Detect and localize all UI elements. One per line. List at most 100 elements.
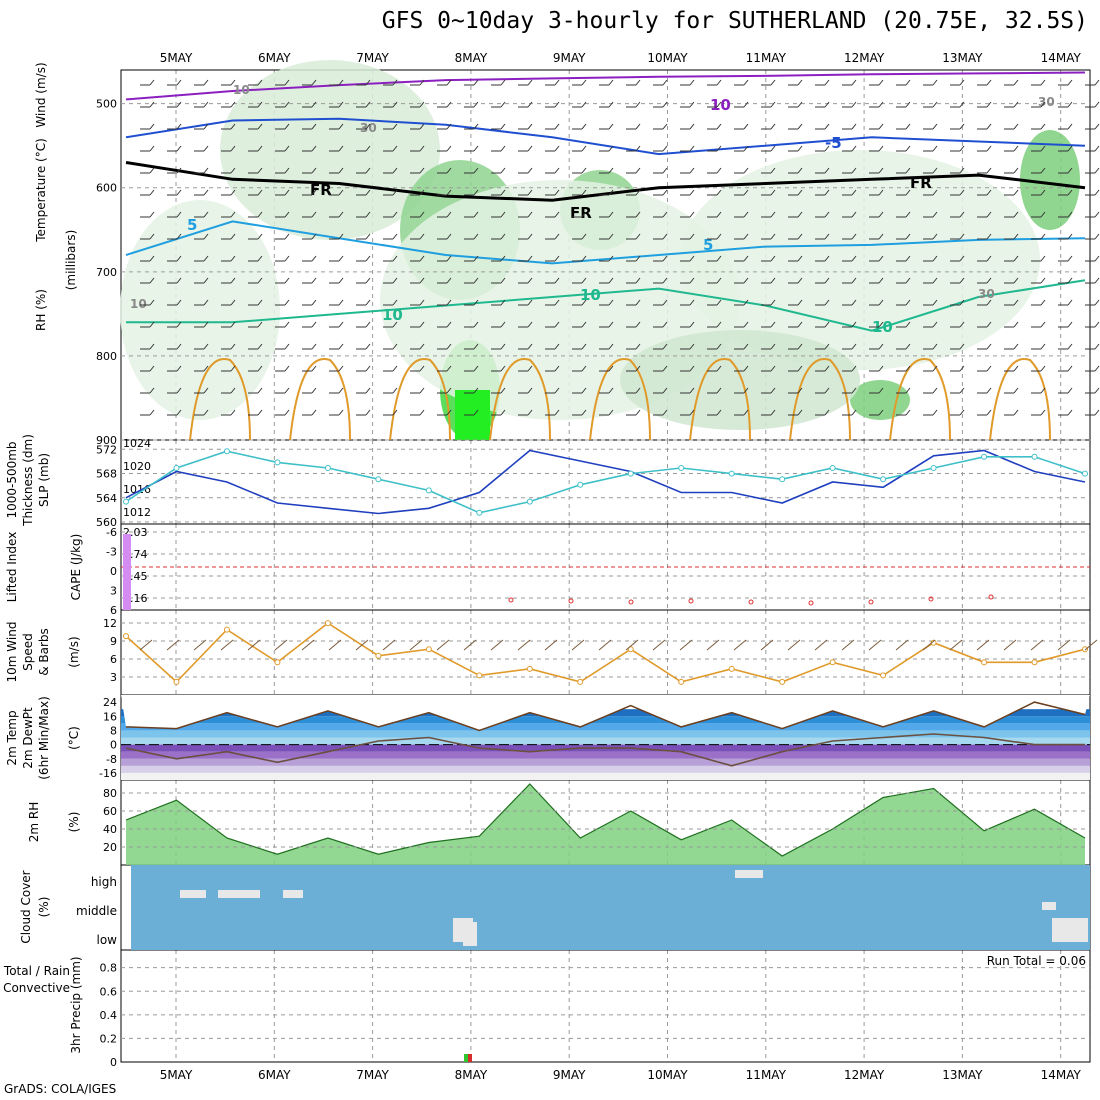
wind-barb-flag (770, 299, 776, 306)
wind-barb-flag (284, 409, 290, 416)
rh-tick-label: 20 (103, 841, 117, 854)
wind-barb-flag (878, 343, 884, 350)
wind-barb-flag (743, 409, 749, 416)
wind-barb-flag (149, 277, 155, 284)
wind-barb-flag (635, 365, 641, 372)
wind-barb-flag (662, 79, 668, 86)
surface-wind-barb (706, 639, 720, 651)
wind-barb-flag (797, 233, 803, 240)
wind-barb-flag (1067, 277, 1073, 284)
wind-barb-flag (500, 255, 506, 262)
surface-wind-barb (841, 639, 855, 651)
wind-barb-flag (1067, 233, 1073, 240)
wind-barb-flag (473, 409, 479, 416)
wind-barb-flag (824, 233, 830, 240)
wind-barb-flag (824, 255, 830, 262)
thickness-line-point (1082, 470, 1088, 477)
wind-barb-flag (419, 233, 425, 240)
wind-barb-flag (770, 255, 776, 262)
wind-barb-flag (608, 101, 614, 108)
wind-barb-flag (662, 255, 668, 262)
upper-air-panel: 50060070080090010-5FRFRFR551010103030301… (96, 60, 1100, 447)
surface-wind-barb (976, 639, 990, 651)
wind-barb-flag (446, 233, 452, 240)
wind-barb-flag (743, 299, 749, 306)
wind-barb-flag (851, 189, 857, 196)
rh-shading (680, 150, 1040, 370)
thickness-line-point (678, 465, 685, 471)
wind-barb-flag (284, 387, 290, 394)
wind-barb-flag (365, 233, 371, 240)
wind-barb-flag (824, 387, 830, 394)
y-axis-label: Lifted Index (5, 532, 19, 603)
wind-barb-flag (608, 189, 614, 196)
wind-barb-flag (392, 79, 398, 86)
wind-barb-flag (1040, 409, 1046, 416)
wind-barb-flag (500, 277, 506, 284)
wind-barb-flag (689, 101, 695, 108)
date-label-top: 5MAY (160, 51, 193, 65)
rh-tick-label: 40 (103, 823, 117, 836)
wind-barb-flag (581, 79, 587, 86)
cloud-background (131, 865, 1090, 950)
wind-barb-flag (743, 101, 749, 108)
wind-barb-flag (257, 343, 263, 350)
wind-barb-flag (581, 145, 587, 152)
wind-barb-flag (878, 365, 884, 372)
surface-wind-barb (598, 639, 612, 651)
wind-barb-flag (230, 299, 236, 306)
contour-label: 10 (382, 306, 403, 324)
wind-barb-flag (1067, 211, 1073, 218)
dewpoint-line (125, 733, 1085, 767)
wind-barb-flag (905, 189, 911, 196)
wind-barb-flag (1094, 343, 1100, 350)
wind-barb-flag (500, 167, 506, 174)
thickness-line-point (627, 470, 634, 477)
wind-barb-flag (338, 255, 344, 262)
wind-barb-flag (716, 255, 722, 262)
date-label-top: 11MAY (746, 51, 787, 65)
wind-barb-flag (392, 211, 398, 218)
wind-barb-flag (1040, 365, 1046, 372)
y-axis-label: 1000-500mb (5, 441, 19, 518)
slp-tick-label: 1020 (123, 460, 151, 473)
warm-contour (789, 358, 851, 441)
wind-barb-flag (311, 387, 317, 394)
surface-wind-barb (220, 639, 234, 651)
surface-wind-barb (166, 639, 180, 651)
wind-barb-flag (311, 189, 317, 196)
wind-barb-flag (824, 79, 830, 86)
wind-barb-flag (1094, 277, 1100, 284)
wind-barb-flag (770, 167, 776, 174)
wind-barb-flag (824, 145, 830, 152)
wind-barb-flag (824, 321, 830, 328)
lifted-point (688, 598, 694, 604)
wind-speed-line-point (375, 652, 382, 659)
wind-barb-flag (230, 123, 236, 130)
wind-barb-flag (905, 123, 911, 130)
wind-barb-flag (203, 189, 209, 196)
wind-barb-flag (608, 277, 614, 284)
surface-wind-barb (1084, 639, 1098, 651)
wind-barb-flag (581, 167, 587, 174)
wind-barb-flag (716, 233, 722, 240)
wind-barb-flag (959, 299, 965, 306)
wind-barb-flag (662, 409, 668, 416)
wind-barb-flag (905, 387, 911, 394)
wind-barb-flag (473, 145, 479, 152)
wind-barb-flag (230, 189, 236, 196)
wind-barb-flag (635, 277, 641, 284)
wind-barb-flag (473, 79, 479, 86)
wind-barb-flag (824, 167, 830, 174)
wind-barb-flag (500, 123, 506, 130)
wind-barb-flag (797, 101, 803, 108)
wind-barb-flag (824, 299, 830, 306)
wind-barb-flag (284, 277, 290, 284)
wind-barb-flag (689, 387, 695, 394)
wind-barb-flag (1067, 343, 1073, 350)
wind-barb-flag (338, 299, 344, 306)
wind-barb-flag (527, 79, 533, 86)
wind-barb-flag (905, 145, 911, 152)
wind-barb-flag (635, 255, 641, 262)
wind-barb-flag (608, 145, 614, 152)
